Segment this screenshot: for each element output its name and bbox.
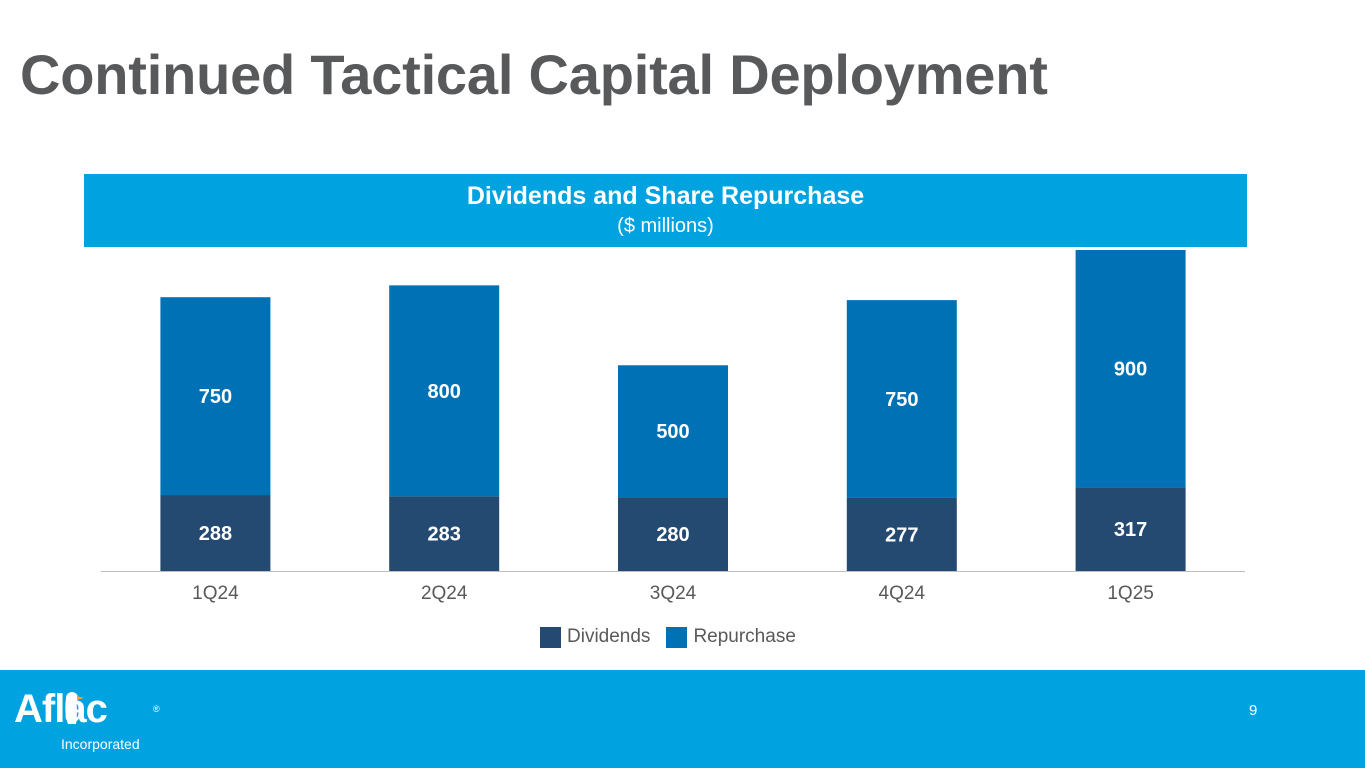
- bar-dividends-4Q24: [846, 497, 957, 571]
- duck-icon: [65, 692, 84, 724]
- page-number: 9: [1249, 702, 1258, 719]
- x-tick-label-1Q25: 1Q25: [1107, 583, 1153, 604]
- data-label-repurchase-2Q24: 800: [428, 381, 461, 403]
- legend-swatch-dividends: [540, 626, 561, 648]
- data-label-dividends-1Q25: 317: [1114, 519, 1147, 541]
- chart-header: Dividends and Share Repurchase ($ millio…: [84, 174, 1247, 247]
- legend-item-repurchase: Repurchase: [666, 626, 796, 648]
- chart-legend: Dividends Repurchase: [540, 626, 796, 648]
- stacked-bar-chart: 288 750 1Q24 283 800 2Q24 280 500 3Q24 277 750 4Q24…: [101, 250, 1245, 604]
- legend-label-dividends: Dividends: [567, 626, 651, 647]
- bar-repurchase-1Q24: [160, 297, 271, 496]
- chart-title: Dividends and Share Repurchase: [466, 182, 865, 210]
- bar-dividends-2Q24: [389, 496, 500, 571]
- x-tick-label-3Q24: 3Q24: [650, 583, 697, 604]
- aflac-logo: Aflac ® Incorporated: [14, 687, 160, 752]
- legend-swatch-repurchase: [666, 626, 688, 648]
- data-label-dividends-3Q24: 280: [656, 524, 689, 546]
- bar-repurchase-2Q24: [389, 285, 500, 497]
- chart-subtitle: ($ millions): [617, 215, 714, 237]
- logo-subtitle: Incorporated: [61, 736, 140, 752]
- slide-title: Continued Tactical Capital Deployment: [20, 43, 1048, 106]
- data-label-dividends-4Q24: 277: [885, 524, 918, 546]
- bar-dividends-3Q24: [618, 497, 728, 571]
- data-label-repurchase-1Q24: 750: [199, 386, 232, 408]
- x-tick-label-2Q24: 2Q24: [421, 583, 468, 604]
- legend-label-repurchase: Repurchase: [693, 626, 796, 647]
- x-tick-label-1Q24: 1Q24: [192, 583, 239, 604]
- data-label-repurchase-3Q24: 500: [656, 421, 689, 443]
- data-label-dividends-2Q24: 283: [428, 524, 461, 546]
- footer-bar: Aflac ® Incorporated 9: [0, 670, 1365, 768]
- logo-registered-mark: ®: [153, 704, 160, 714]
- bar-repurchase-4Q24: [846, 300, 957, 498]
- data-label-repurchase-4Q24: 750: [885, 389, 918, 411]
- data-label-dividends-1Q24: 288: [199, 523, 232, 545]
- bar-repurchase-3Q24: [618, 365, 728, 498]
- data-label-repurchase-1Q25: 900: [1114, 359, 1147, 381]
- bar-dividends-1Q25: [1075, 487, 1186, 571]
- bar-dividends-1Q24: [160, 495, 271, 571]
- logo-wordmark: Aflac: [14, 687, 108, 731]
- bar-repurchase-1Q25: [1075, 250, 1186, 488]
- legend-item-dividends: Dividends: [540, 626, 650, 648]
- x-tick-label-4Q24: 4Q24: [879, 583, 926, 604]
